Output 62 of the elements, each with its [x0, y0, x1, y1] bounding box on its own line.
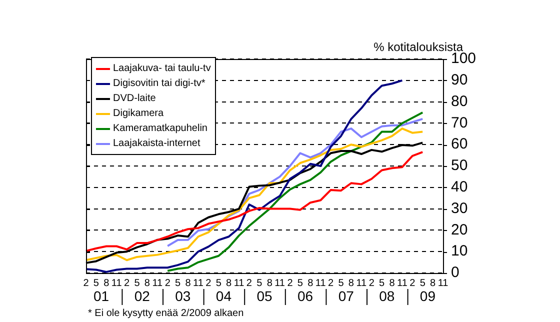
y-tick-label: 30: [451, 200, 468, 217]
text: 07: [338, 288, 354, 304]
x-tick-label: 2: [206, 278, 212, 289]
x-tick-label: 2: [368, 278, 375, 289]
x-tick-label: 5: [93, 278, 100, 289]
x-tick-label: 11: [111, 278, 122, 289]
text: 06: [298, 288, 314, 304]
x-tick-label: 5: [216, 278, 222, 289]
x-tick-label: 2: [83, 278, 90, 289]
text: 03: [175, 288, 191, 304]
x-tick-label: 8: [144, 278, 150, 289]
x-tick-label: 8: [266, 278, 273, 289]
legend-label: Kameramatkapuhelin: [113, 123, 208, 134]
y-tick-label: 20: [451, 221, 468, 238]
x-tick-label: 5: [379, 278, 386, 289]
x-tick-label: 8: [308, 278, 314, 289]
x-tick-label: 11: [438, 278, 449, 289]
x-tick-label: 8: [104, 278, 110, 289]
x-tick-label: 8: [348, 278, 354, 289]
x-tick-label: 5: [134, 278, 140, 289]
legend-label: Laajakaista-internet: [113, 138, 200, 149]
x-tick-label: 8: [226, 278, 232, 289]
y-tick-label: 60: [451, 136, 468, 153]
x-tick-label: 11: [397, 278, 408, 289]
legend-label: DVD-laite: [113, 93, 156, 104]
y-tick-label: 0: [451, 264, 460, 282]
x-tick-label: 2: [328, 278, 334, 289]
x-tick-label: 8: [430, 278, 436, 289]
x-tick-label: 5: [338, 278, 344, 289]
x-tick-label: 2: [246, 278, 252, 289]
text: 04: [216, 288, 232, 304]
text: 09: [420, 288, 436, 304]
x-tick-label: 5: [420, 278, 426, 289]
x-tick-label: 11: [356, 278, 368, 289]
x-tick-label: 5: [256, 278, 263, 289]
y-tick-label: 40: [451, 178, 468, 196]
x-tick-label: 5: [297, 278, 304, 289]
x-tick-label: 8: [389, 278, 396, 289]
x-tick-label: 11: [274, 278, 286, 289]
text: 08: [379, 288, 395, 304]
y-tick-label: 50: [451, 157, 468, 174]
x-tick-label: 11: [152, 278, 164, 289]
text: 02: [134, 288, 150, 304]
x-tick-label: 5: [175, 278, 182, 289]
y-tick-label: 70: [451, 114, 468, 132]
x-tick-label: 11: [193, 278, 204, 289]
y-tick-label: 90: [451, 72, 468, 89]
x-tick-label: 11: [234, 278, 245, 289]
x-tick-label: 8: [185, 278, 192, 289]
y-tick-label: 10: [451, 242, 468, 260]
text: * Ei ole kysytty enää 2/2009 alkaen: [88, 308, 244, 319]
x-tick-label: 11: [315, 278, 326, 289]
text: 01: [94, 288, 110, 304]
legend-label: Digikamera: [113, 108, 164, 119]
legend-label: Digisovitin tai digi-tv*: [113, 78, 206, 89]
x-tick-label: 2: [164, 278, 171, 289]
x-tick-label: 2: [287, 278, 294, 289]
x-tick-label: 2: [410, 278, 416, 289]
text: 05: [256, 288, 272, 304]
y-tick-label: 80: [451, 92, 468, 110]
x-tick-label: 2: [124, 278, 130, 289]
legend-label: Laajakuva- tai taulu-tv: [113, 63, 211, 74]
